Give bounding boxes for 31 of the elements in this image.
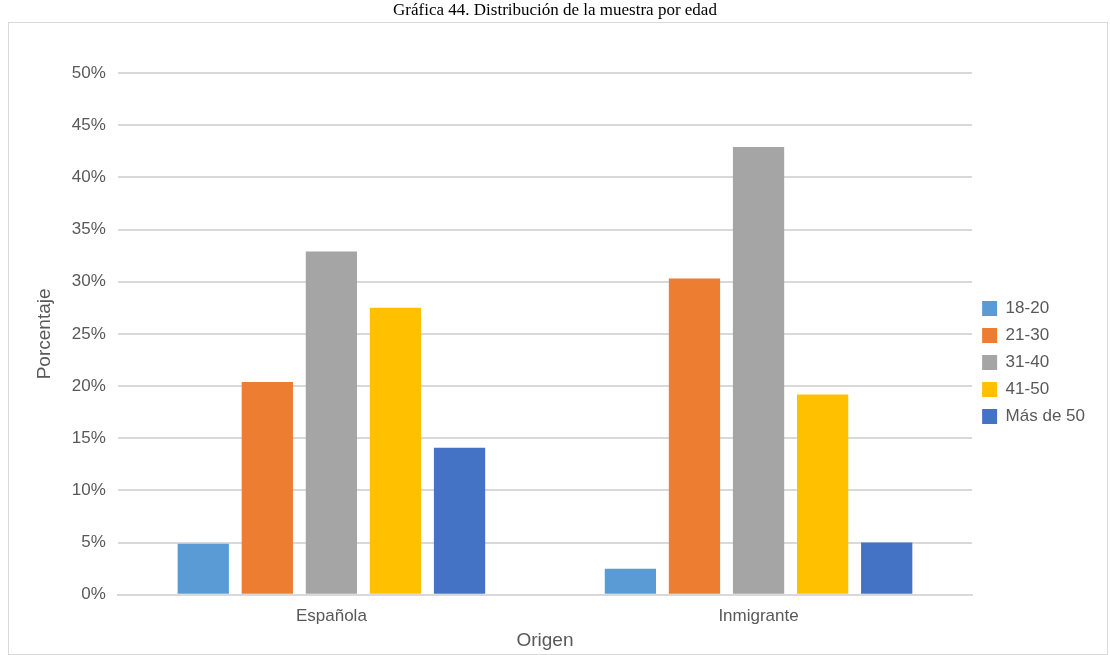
chart-title: Gráfica 44. Distribución de la muestra por edad: [392, 0, 718, 20]
y-tick-label: 5%: [81, 532, 106, 552]
y-tick-label: 15%: [71, 427, 106, 447]
bar: [177, 543, 229, 594]
y-axis-title: Porcentaje: [32, 288, 54, 380]
x-axis-title: Origen: [516, 628, 574, 650]
bar: [796, 394, 849, 594]
bar: [732, 147, 785, 594]
y-tick-label: 0%: [81, 584, 106, 604]
x-tick-label: Inmigrante: [718, 605, 799, 625]
bar: [604, 568, 657, 594]
legend-label: Más de 50: [1005, 406, 1086, 426]
y-tick-label: 40%: [71, 167, 106, 187]
y-tick-label: 20%: [71, 375, 106, 395]
bar: [668, 278, 721, 594]
y-tick-label: 30%: [71, 271, 106, 291]
legend-label: 41-50: [1005, 379, 1050, 399]
bar: [241, 381, 293, 594]
legend-label: 18-20: [1005, 298, 1050, 318]
legend-label: 21-30: [1005, 325, 1050, 345]
bar: [433, 447, 486, 594]
legend-label: 31-40: [1005, 352, 1050, 372]
y-tick-label: 35%: [71, 219, 106, 239]
x-tick-label: Española: [295, 605, 368, 625]
y-tick-label: 25%: [71, 323, 106, 343]
y-tick-label: 45%: [71, 114, 106, 134]
y-tick-label: 50%: [71, 62, 106, 82]
bar: [369, 307, 422, 594]
bar: [861, 542, 913, 594]
bar: [305, 251, 358, 594]
y-tick-label: 10%: [71, 480, 106, 500]
